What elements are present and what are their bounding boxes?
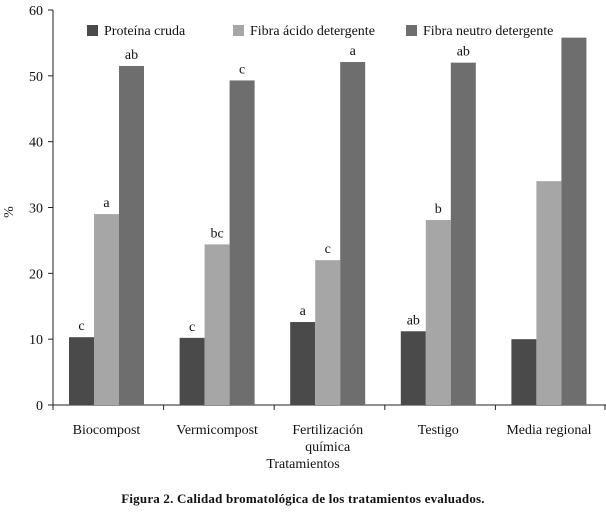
- bar-data-label: a: [300, 304, 307, 319]
- bar: [69, 337, 94, 405]
- y-tick-label: 30: [29, 202, 43, 217]
- bar-data-label: b: [435, 202, 442, 217]
- bar: [450, 62, 476, 406]
- x-axis-label: Tratamientos: [266, 457, 339, 472]
- y-tick-label: 10: [29, 333, 43, 348]
- bar: [400, 331, 426, 405]
- y-axis-label: %: [2, 206, 17, 218]
- bar: [119, 65, 144, 405]
- legend-swatch: [87, 25, 98, 36]
- bar: [315, 260, 341, 405]
- bar-data-label: a: [103, 196, 110, 211]
- bar: [94, 214, 119, 405]
- bar: [425, 220, 451, 405]
- x-category-label: Biocompost: [73, 423, 141, 438]
- y-tick-label: 60: [29, 4, 43, 19]
- x-category-label: Vermicompost: [176, 423, 258, 438]
- bar-data-label: ab: [457, 45, 470, 60]
- bar: [561, 37, 587, 406]
- legend-label: Proteína cruda: [104, 24, 186, 39]
- bar: [536, 181, 562, 405]
- legend-swatch: [406, 25, 417, 36]
- legend-label: Fibra neutro detergente: [423, 24, 553, 39]
- y-tick-label: 20: [29, 267, 43, 282]
- figure-caption: Figura 2. Calidad bromatológica de los t…: [121, 491, 485, 506]
- legend-swatch: [233, 25, 244, 36]
- bar: [290, 322, 316, 405]
- bar: [204, 244, 230, 405]
- x-category-label: Fertilización: [292, 423, 363, 438]
- x-category-label: química: [305, 440, 351, 455]
- bar-data-label: c: [78, 319, 84, 334]
- y-tick-label: 40: [29, 136, 43, 151]
- bar-data-label: ab: [125, 48, 138, 63]
- bar-data-label: c: [189, 320, 195, 335]
- bar: [340, 62, 366, 406]
- bar-data-label: c: [325, 242, 331, 257]
- bar: [511, 339, 537, 405]
- y-tick-label: 0: [36, 399, 43, 414]
- bar: [179, 337, 205, 405]
- bar-data-label: a: [350, 44, 357, 59]
- x-category-label: Media regional: [506, 423, 591, 438]
- legend-label: Fibra ácido detergente: [250, 24, 375, 39]
- bar-chart: 0102030405060%caabBiocompostcbccVermicom…: [2, 4, 606, 472]
- x-category-label: Testigo: [418, 423, 459, 438]
- y-tick-label: 50: [29, 70, 43, 85]
- bar-data-label: bc: [210, 226, 223, 241]
- bar-data-label: c: [239, 62, 245, 77]
- bar: [229, 80, 255, 406]
- bar-data-label: ab: [407, 313, 420, 328]
